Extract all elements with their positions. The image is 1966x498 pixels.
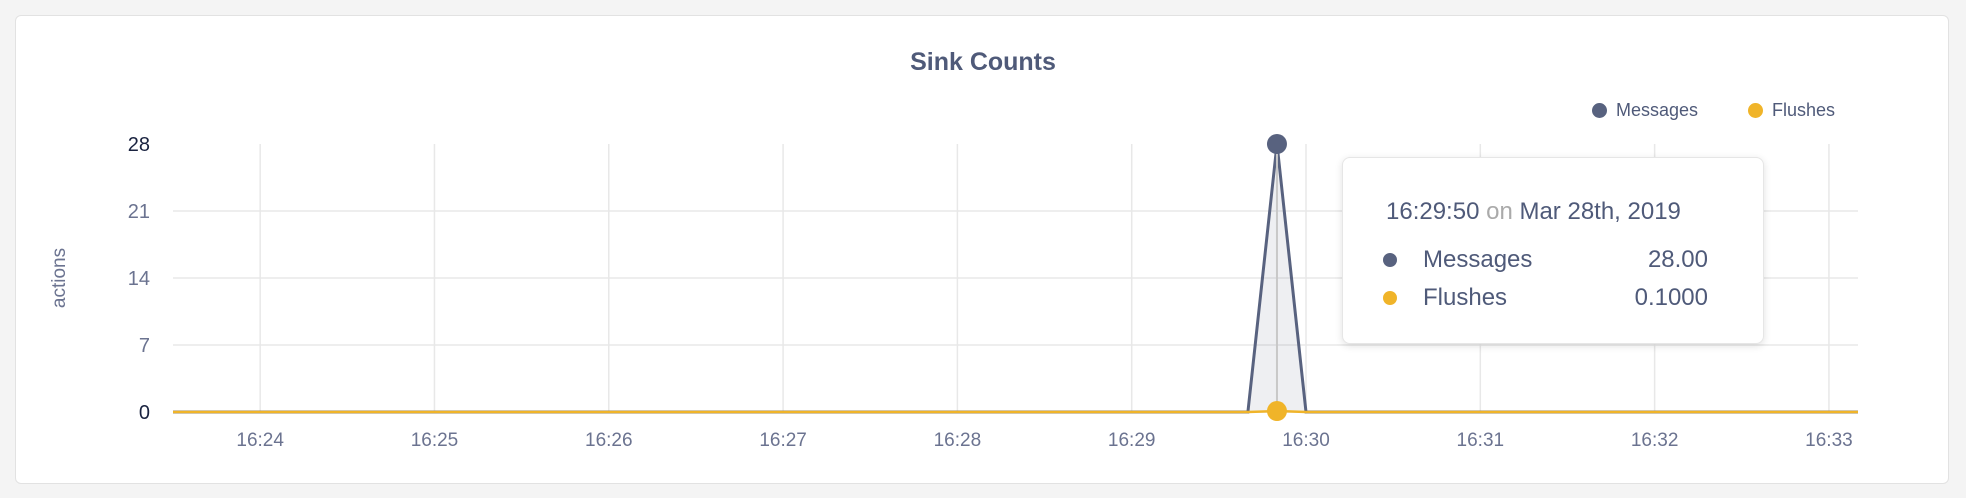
hover-point-flushes: [1266, 401, 1287, 422]
y-tick-label: 28: [128, 134, 150, 156]
legend-item-flushes[interactable]: Flushes: [1748, 100, 1835, 121]
x-tick-label: 16:29: [1108, 430, 1156, 451]
tooltip-row-messages: Messages 28.00: [1383, 246, 1708, 274]
x-tick-label: 16:33: [1805, 430, 1853, 451]
x-tick-label: 16:27: [759, 430, 807, 451]
x-tick-label: 16:31: [1457, 430, 1505, 451]
y-axis-label: actions: [49, 248, 70, 308]
x-tick-label: 16:30: [1282, 430, 1330, 451]
tooltip-series-name: Messages: [1423, 246, 1533, 273]
legend-label: Messages: [1616, 100, 1699, 120]
series-line-flushes: [173, 409, 1858, 414]
tooltip-series-value: 28.00: [1647, 246, 1708, 273]
hover-point-messages: [1266, 134, 1287, 154]
tooltip-series-name: Flushes: [1423, 284, 1508, 311]
x-tick-label: 16:26: [585, 430, 633, 451]
x-tick-label: 16:32: [1631, 430, 1679, 451]
legend-label: Flushes: [1772, 100, 1836, 120]
tooltip-on: on: [1486, 198, 1513, 225]
legend-item-messages[interactable]: Messages: [1592, 100, 1698, 121]
tooltip-series-value: 0.1000: [1634, 284, 1708, 311]
y-tick-label: 7: [139, 335, 150, 357]
chart-title: Sink Counts: [910, 48, 1056, 76]
x-tick-label: 16:24: [236, 430, 284, 451]
x-tick-label: 16:28: [934, 430, 982, 451]
y-tick-label: 0: [139, 402, 150, 424]
x-tick-label: 16:25: [411, 430, 459, 451]
tooltip: 16:29:50 on Mar 28th, 2019 Messages 28.0…: [1342, 157, 1764, 344]
flushes-dot-icon: [1383, 291, 1397, 305]
tooltip-header: 16:29:50 on Mar 28th, 2019: [1386, 198, 1681, 226]
messages-dot-icon: [1383, 253, 1397, 267]
flushes-dot-icon: [1748, 103, 1763, 118]
tooltip-date: Mar 28th, 2019: [1519, 198, 1681, 225]
tooltip-time: 16:29:50: [1386, 198, 1480, 225]
tooltip-row-flushes: Flushes 0.1000: [1383, 284, 1708, 312]
y-tick-label: 21: [128, 201, 150, 223]
y-tick-label: 14: [128, 268, 150, 290]
messages-dot-icon: [1592, 103, 1607, 118]
